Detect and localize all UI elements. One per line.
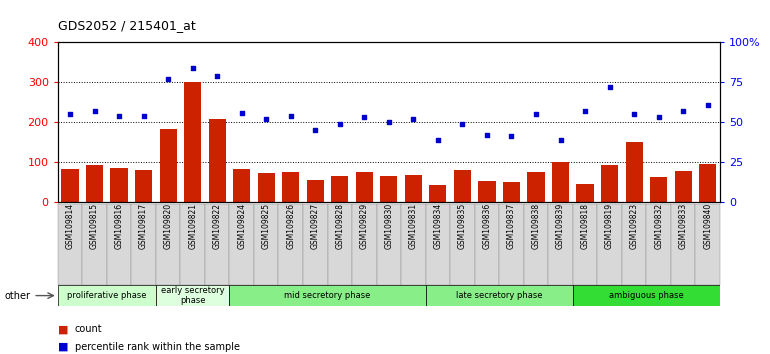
Bar <box>62 169 79 202</box>
Point <box>89 108 101 114</box>
Point <box>383 119 395 125</box>
Bar <box>356 172 373 202</box>
Bar <box>159 129 176 202</box>
Text: early secretory
phase: early secretory phase <box>161 286 225 305</box>
Bar <box>258 173 275 202</box>
Point <box>137 113 149 119</box>
Bar <box>699 164 716 202</box>
Bar <box>209 119 226 202</box>
Bar <box>380 176 397 202</box>
Text: GDS2052 / 215401_at: GDS2052 / 215401_at <box>58 19 196 32</box>
Text: ambiguous phase: ambiguous phase <box>609 291 684 300</box>
Bar <box>503 182 520 202</box>
Bar <box>282 172 300 202</box>
Point <box>186 65 199 71</box>
Bar <box>233 169 250 202</box>
Bar <box>573 285 720 306</box>
Point <box>358 115 370 120</box>
Bar <box>675 171 691 202</box>
Point <box>309 127 321 133</box>
Text: proliferative phase: proliferative phase <box>67 291 146 300</box>
Point <box>652 115 665 120</box>
Text: other: other <box>5 291 31 301</box>
Point <box>260 116 273 122</box>
Text: percentile rank within the sample: percentile rank within the sample <box>75 342 239 352</box>
Bar <box>527 172 544 202</box>
Text: count: count <box>75 324 102 334</box>
Bar <box>184 82 201 202</box>
Point <box>333 121 346 127</box>
Text: ■: ■ <box>58 342 69 352</box>
Bar <box>577 184 594 202</box>
Point <box>162 76 174 82</box>
Bar <box>156 285 229 306</box>
Bar <box>454 170 471 202</box>
Point <box>677 108 689 114</box>
Point <box>285 113 297 119</box>
Bar <box>552 162 569 202</box>
Point <box>579 108 591 114</box>
Point <box>457 121 469 127</box>
Point <box>604 84 616 90</box>
Bar <box>331 176 348 202</box>
Point <box>701 102 714 108</box>
Point <box>64 111 76 117</box>
Bar <box>650 177 668 202</box>
Bar <box>86 165 103 202</box>
Point <box>432 137 444 143</box>
Point <box>554 137 567 143</box>
Point <box>628 111 641 117</box>
Bar <box>430 185 447 202</box>
Text: ■: ■ <box>58 324 69 334</box>
Point <box>505 133 517 139</box>
Bar <box>426 285 573 306</box>
Point <box>211 73 223 79</box>
Bar <box>306 180 324 202</box>
Bar <box>405 175 422 202</box>
Point <box>480 132 493 138</box>
Point <box>236 110 248 115</box>
Point <box>530 111 542 117</box>
Bar <box>229 285 426 306</box>
Bar <box>135 170 152 202</box>
Bar <box>601 165 618 202</box>
Bar <box>625 142 643 202</box>
Point <box>407 116 420 122</box>
Bar <box>58 285 156 306</box>
Text: late secretory phase: late secretory phase <box>456 291 543 300</box>
Text: mid secretory phase: mid secretory phase <box>284 291 370 300</box>
Bar <box>110 169 128 202</box>
Bar <box>478 181 496 202</box>
Point <box>113 113 126 119</box>
